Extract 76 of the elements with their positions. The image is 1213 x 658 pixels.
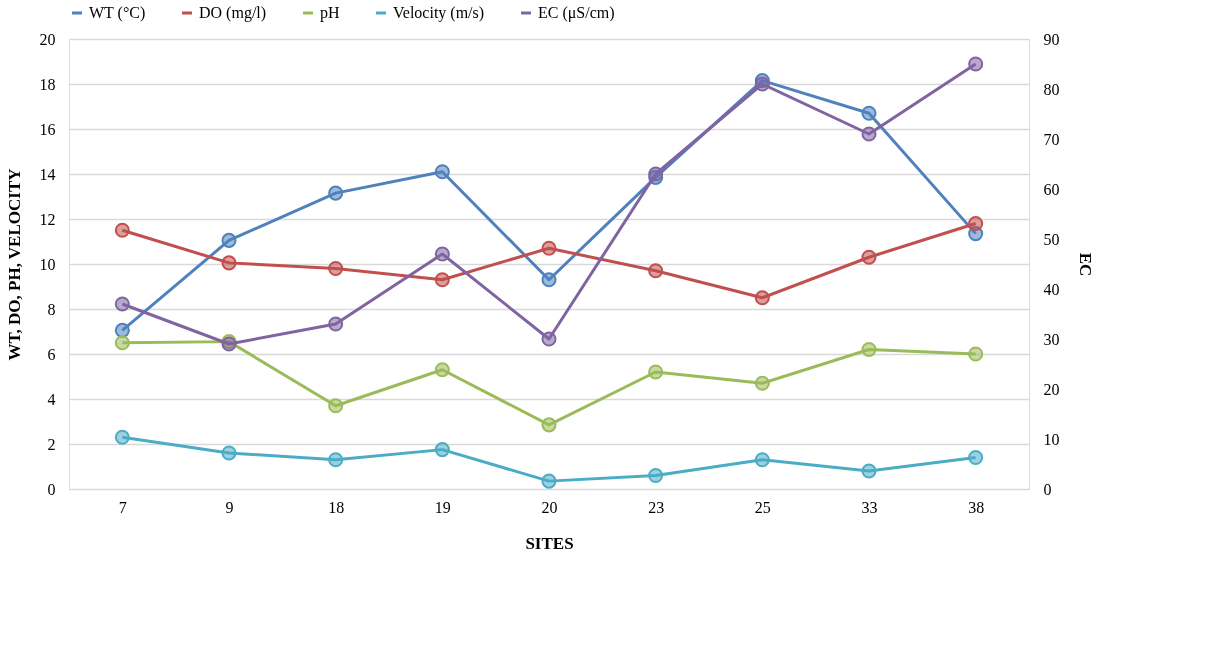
- y-tick-label: 0: [47, 480, 56, 498]
- point: [328, 452, 344, 468]
- x-tick-label: 7: [118, 498, 127, 516]
- point: [114, 222, 130, 238]
- y2-tick-label: 60: [1043, 180, 1060, 198]
- x-tick-label: 38: [968, 498, 985, 516]
- point: [861, 126, 877, 142]
- y-tick-label: 2: [47, 435, 56, 453]
- x-tick-label: 33: [861, 498, 878, 516]
- point: [328, 398, 344, 414]
- y2-tick-label: 10: [1043, 430, 1060, 448]
- legend-label: Velocity (m/s): [393, 4, 485, 22]
- point: [541, 417, 557, 433]
- point: [541, 240, 557, 256]
- y-tick-label: 10: [39, 255, 56, 273]
- y-tick-label: 20: [39, 30, 56, 48]
- point: [754, 452, 770, 468]
- point: [648, 263, 664, 279]
- legend-label: EC (μS/cm): [538, 4, 615, 22]
- point: [968, 215, 984, 232]
- x-tick-label: 20: [541, 498, 558, 516]
- point: [328, 316, 344, 332]
- point: [114, 296, 130, 312]
- legend-label: DO (mg/l): [199, 4, 267, 22]
- y2-tick-label: 40: [1043, 280, 1060, 298]
- point: [434, 246, 450, 262]
- y-tick-label: 6: [47, 345, 56, 363]
- y2-axis-title: EC: [1075, 252, 1095, 277]
- point: [968, 56, 984, 72]
- point: [648, 364, 664, 380]
- point: [541, 272, 557, 288]
- point: [434, 442, 450, 458]
- point: [221, 255, 237, 271]
- point: [221, 445, 237, 461]
- y-tick-label: 8: [47, 300, 56, 318]
- point: [754, 375, 770, 391]
- y-tick-label: 16: [39, 120, 56, 138]
- point: [434, 164, 450, 180]
- y-tick-label: 14: [39, 165, 56, 183]
- y-tick-label: 18: [39, 75, 56, 93]
- point: [114, 429, 130, 445]
- x-tick-label: 9: [225, 498, 234, 516]
- y2-tick-label: 70: [1043, 130, 1060, 148]
- point: [221, 232, 237, 248]
- point: [861, 105, 877, 121]
- point: [968, 449, 984, 466]
- x-tick-label: 23: [648, 498, 665, 516]
- point: [648, 467, 664, 484]
- y-tick-label: 12: [39, 210, 56, 228]
- point: [754, 290, 770, 306]
- x-tick-label: 19: [434, 498, 451, 516]
- point: [861, 463, 877, 479]
- y2-tick-label: 20: [1043, 380, 1060, 398]
- point: [328, 185, 344, 201]
- point: [541, 473, 557, 489]
- y-axis-title: WT, DO, PH, VELOCITY: [4, 168, 24, 361]
- point: [114, 335, 130, 351]
- legend-label: WT (°C): [89, 4, 146, 22]
- legend-label: pH: [320, 4, 340, 22]
- y2-tick-label: 30: [1043, 330, 1060, 348]
- y2-tick-label: 80: [1043, 80, 1060, 98]
- point: [861, 249, 877, 265]
- x-axis-title: SITES: [525, 533, 574, 553]
- point: [328, 260, 344, 277]
- point: [541, 331, 557, 347]
- y2-tick-label: 50: [1043, 230, 1060, 248]
- point: [861, 341, 877, 358]
- x-tick-label: 18: [328, 498, 345, 516]
- x-tick-label: 25: [754, 498, 771, 516]
- point: [968, 346, 984, 362]
- point: [114, 322, 130, 338]
- y2-tick-label: 0: [1043, 480, 1052, 498]
- y2-tick-label: 90: [1043, 30, 1060, 48]
- point: [434, 362, 450, 378]
- y-tick-label: 4: [47, 390, 56, 408]
- point: [434, 272, 450, 288]
